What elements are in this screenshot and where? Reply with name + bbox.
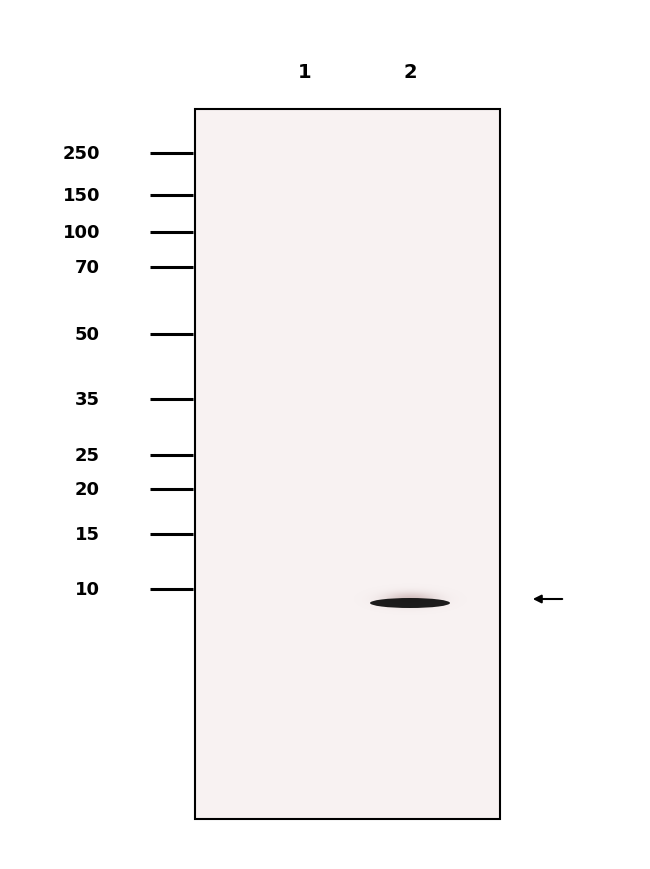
Bar bbox=[195, 109, 500, 819]
Text: 20: 20 bbox=[75, 481, 100, 499]
Text: 150: 150 bbox=[62, 187, 100, 205]
Text: 2: 2 bbox=[403, 63, 417, 82]
Text: 10: 10 bbox=[75, 580, 100, 599]
Text: 1: 1 bbox=[298, 63, 312, 82]
Text: 25: 25 bbox=[75, 447, 100, 464]
Text: 250: 250 bbox=[62, 145, 100, 163]
Ellipse shape bbox=[370, 599, 450, 608]
Text: 50: 50 bbox=[75, 326, 100, 343]
Text: 35: 35 bbox=[75, 390, 100, 408]
Text: 100: 100 bbox=[62, 223, 100, 242]
Text: 15: 15 bbox=[75, 526, 100, 543]
Text: 70: 70 bbox=[75, 259, 100, 276]
